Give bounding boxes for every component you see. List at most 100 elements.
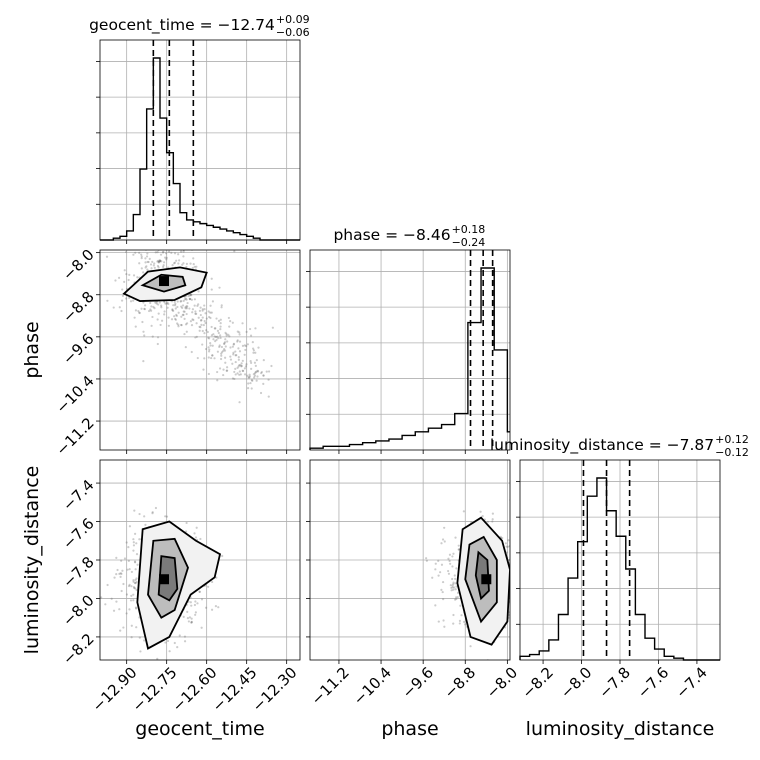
sample-point [173,641,176,645]
sample-point [188,297,191,300]
sample-point [249,334,253,337]
sample-point [211,344,214,347]
sample-point [166,306,169,309]
sample-point [127,278,130,282]
sample-point [213,357,216,360]
sample-point [126,568,129,571]
sample-point [458,622,461,625]
sample-point [157,261,160,264]
sample-point [265,370,268,373]
sample-point [235,354,238,357]
y-tick-label: −8.8 [59,288,97,326]
sample-point [184,307,187,310]
sample-point [197,316,200,319]
sample-point [511,595,513,597]
sample-point [514,576,516,578]
sample-point [132,580,135,583]
sample-point [190,294,193,297]
sample-point [237,347,240,350]
sample-point [142,639,146,642]
sample-point [250,379,253,382]
sample-point [196,304,199,307]
sample-point [210,277,213,280]
sample-point [238,331,241,334]
sample-point [219,334,222,337]
sample-point [200,626,203,629]
sample-point [229,355,232,358]
sample-point [452,552,455,555]
sample-point [224,338,227,341]
sample-point [448,559,451,563]
y-axis-label-phase: phase [21,321,43,378]
sample-point [194,536,198,539]
sample-point [479,510,482,513]
sample-point [190,621,193,624]
sample-point [209,316,212,320]
sample-point [451,565,454,568]
sample-point [184,530,188,533]
sample-point [186,244,188,246]
sample-point [123,557,127,560]
sample-point [262,359,265,362]
sample-point [271,326,274,329]
sample-point [222,349,225,352]
sample-point [225,332,228,336]
sample-point [504,542,507,545]
sample-point [163,261,166,264]
sample-point [203,357,206,360]
sample-point [228,335,231,338]
sample-point [120,589,123,593]
sample-point [513,577,515,579]
sample-point [162,213,164,215]
sample-point [451,584,454,587]
sample-point [231,362,234,365]
sample-point [211,300,215,303]
sample-point [171,309,174,312]
sample-point [198,590,201,593]
sample-point [127,584,131,588]
scatter-content [310,460,558,660]
sample-point [220,352,223,355]
sample-point [535,536,537,538]
sample-point [522,569,524,571]
sample-point [454,577,457,580]
sample-point [147,309,151,313]
sample-point [464,623,467,626]
sample-point [267,370,271,373]
x-tick-label: −7.6 [634,664,672,702]
sample-point [174,307,177,310]
sample-point [189,293,193,296]
sample-point [533,628,535,630]
sample-point [135,580,138,584]
sample-point [139,650,142,653]
density-peak [159,276,169,287]
sample-point [113,576,116,579]
sample-point [144,261,147,264]
sample-point [185,312,188,316]
sample-point [165,258,168,261]
sample-point [160,242,162,244]
sample-point [186,617,190,620]
sample-point [249,359,252,363]
sample-point [522,528,524,530]
sample-point [234,367,237,370]
sample-point [174,317,177,321]
sample-point [516,574,518,576]
sample-point [452,583,455,586]
sample-point [172,238,174,240]
sample-point [180,324,183,327]
sample-point [556,570,558,572]
title-minus-geocent_time: −0.06 [276,26,310,39]
sample-point [164,302,167,305]
sample-point [129,300,133,303]
contour-line [147,537,189,619]
sample-point [195,265,198,268]
sample-point [512,534,514,536]
sample-point [209,304,212,307]
sample-point [150,220,152,222]
sample-point [146,260,149,264]
sample-point [105,255,109,258]
sample-point [164,641,167,644]
hist-frame-geocent_time [99,39,301,241]
sample-point [256,370,260,373]
